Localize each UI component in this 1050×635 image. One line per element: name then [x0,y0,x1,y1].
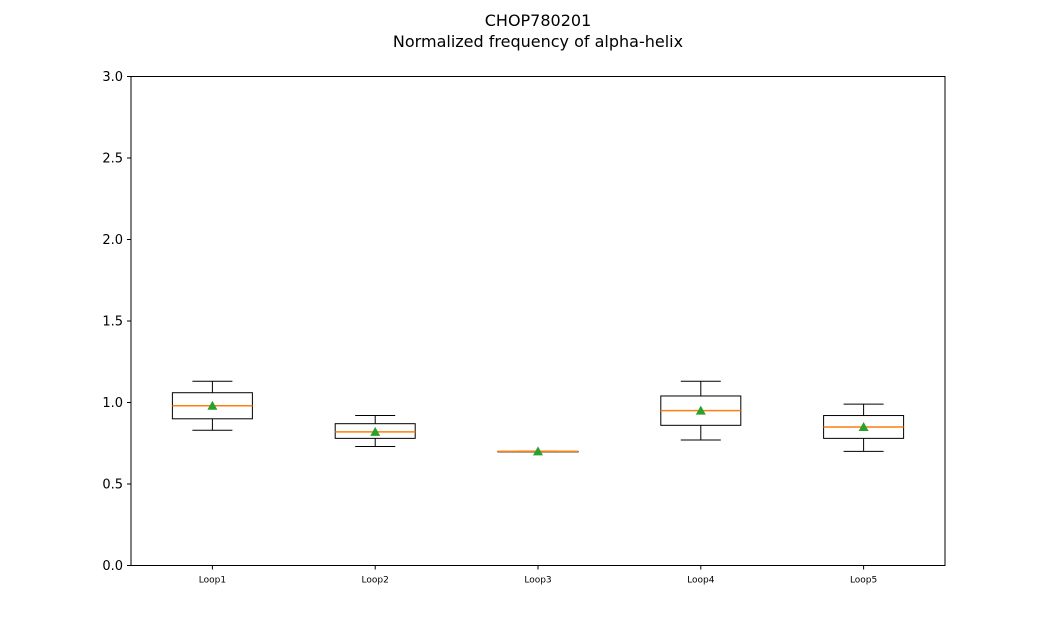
mean-marker [533,446,543,456]
mean-marker [370,426,381,436]
x-tick-label: Loop5 [850,576,877,586]
y-tick-label: 1.0 [102,396,123,411]
x-tick-label: Loop4 [687,576,715,586]
mean-marker [695,405,706,415]
chart-title: CHOP780201 [485,11,592,30]
y-tick-label: 0.0 [102,559,123,574]
y-tick-label: 2.5 [102,152,123,167]
x-tick-label: Loop3 [524,576,551,586]
y-tick-label: 3.0 [102,70,123,85]
y-tick-label: 2.0 [102,233,123,248]
mean-marker [858,421,869,431]
x-tick-label: Loop2 [362,576,389,586]
chart-subtitle: Normalized frequency of alpha-helix [393,32,683,51]
y-tick-label: 1.5 [102,315,123,330]
y-tick-label: 0.5 [102,478,123,493]
box-iqr [334,423,416,439]
plot-area: 0.0 0.5 1.0 1.5 2.0 2.5 3.0 Loop1 Loop2 Loop3 Loop… [102,70,905,586]
x-tick-label: Loop1 [199,576,226,586]
mean-marker [207,400,218,410]
plot-frame [130,76,946,566]
